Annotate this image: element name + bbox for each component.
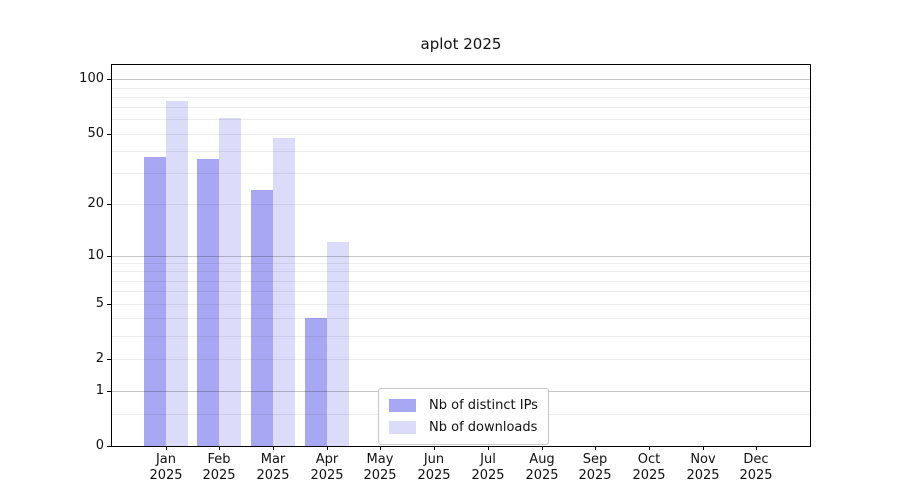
gridline-100 (112, 79, 810, 80)
bar-downloads-jan (166, 101, 188, 446)
x-tick-label-sep: Sep 2025 (578, 452, 612, 483)
gridline-8 (112, 271, 810, 272)
x-tick-label-nov: Nov 2025 (686, 452, 720, 483)
x-tick-label-feb: Feb 2025 (202, 452, 236, 483)
x-tick-mark-mar (273, 446, 274, 450)
y-tick-mark-20 (107, 204, 112, 205)
gridline-9 (112, 263, 810, 264)
bar-distinct-ips-feb (197, 159, 219, 446)
x-tick-mark-jun (434, 446, 435, 450)
y-tick-mark-50 (107, 134, 112, 135)
x-tick-label-may: May 2025 (363, 452, 397, 483)
x-tick-mark-feb (219, 446, 220, 450)
y-tick-label-1: 1 (95, 383, 104, 398)
gridline-80 (112, 97, 810, 98)
bar-distinct-ips-apr (305, 318, 327, 446)
gridline-90 (112, 88, 810, 89)
x-tick-label-dec: Dec 2025 (739, 452, 773, 483)
legend-item-downloads: Nb of downloads (389, 418, 538, 437)
y-tick-label-10: 10 (87, 248, 104, 263)
x-tick-mark-jul (488, 446, 489, 450)
x-tick-label-oct: Oct 2025 (632, 452, 666, 483)
x-tick-mark-jan (166, 446, 167, 450)
chart-title: aplot 2025 (420, 35, 502, 53)
bar-downloads-mar (273, 138, 295, 446)
gridline-4 (112, 318, 810, 319)
gridline-6 (112, 291, 810, 292)
gridline-3 (112, 336, 810, 337)
legend-swatch-downloads (389, 421, 416, 434)
legend-swatch-distinct-ips (389, 399, 416, 412)
bar-distinct-ips-mar (251, 190, 273, 446)
x-tick-mark-oct (649, 446, 650, 450)
legend: Nb of distinct IPs Nb of downloads (378, 388, 549, 445)
y-tick-mark-0 (107, 446, 112, 447)
y-tick-mark-5 (107, 304, 112, 305)
x-tick-mark-sep (595, 446, 596, 450)
y-tick-label-20: 20 (87, 196, 104, 211)
x-tick-label-jun: Jun 2025 (417, 452, 451, 483)
y-tick-mark-100 (107, 79, 112, 80)
x-tick-mark-nov (703, 446, 704, 450)
bar-downloads-apr (327, 242, 349, 446)
gridline-40 (112, 151, 810, 152)
x-tick-label-apr: Apr 2025 (310, 452, 344, 483)
x-tick-mark-dec (756, 446, 757, 450)
gridline-50 (112, 134, 810, 135)
y-tick-label-0: 0 (95, 438, 104, 453)
x-tick-label-mar: Mar 2025 (256, 452, 290, 483)
x-tick-label-aug: Aug 2025 (525, 452, 559, 483)
x-tick-mark-apr (327, 446, 328, 450)
bar-downloads-feb (219, 118, 241, 446)
y-tick-label-2: 2 (95, 351, 104, 366)
legend-label-distinct-ips: Nb of distinct IPs (429, 398, 538, 413)
x-tick-mark-may (380, 446, 381, 450)
bar-distinct-ips-jan (144, 157, 166, 446)
gridline-30 (112, 173, 810, 174)
x-tick-label-jul: Jul 2025 (471, 452, 505, 483)
y-tick-label-5: 5 (95, 296, 104, 311)
y-tick-label-100: 100 (79, 71, 104, 86)
gridline-5 (112, 304, 810, 305)
legend-label-downloads: Nb of downloads (429, 420, 538, 435)
gridline-2 (112, 359, 810, 360)
gridline-20 (112, 204, 810, 205)
gridline-60 (112, 119, 810, 120)
legend-item-distinct-ips: Nb of distinct IPs (389, 396, 538, 415)
y-tick-label-50: 50 (87, 126, 104, 141)
y-tick-mark-1 (107, 391, 112, 392)
y-tick-mark-2 (107, 359, 112, 360)
x-tick-label-jan: Jan 2025 (149, 452, 183, 483)
gridline-70 (112, 107, 810, 108)
y-tick-mark-10 (107, 256, 112, 257)
gridline-7 (112, 281, 810, 282)
gridline-10 (112, 256, 810, 257)
x-tick-mark-aug (542, 446, 543, 450)
